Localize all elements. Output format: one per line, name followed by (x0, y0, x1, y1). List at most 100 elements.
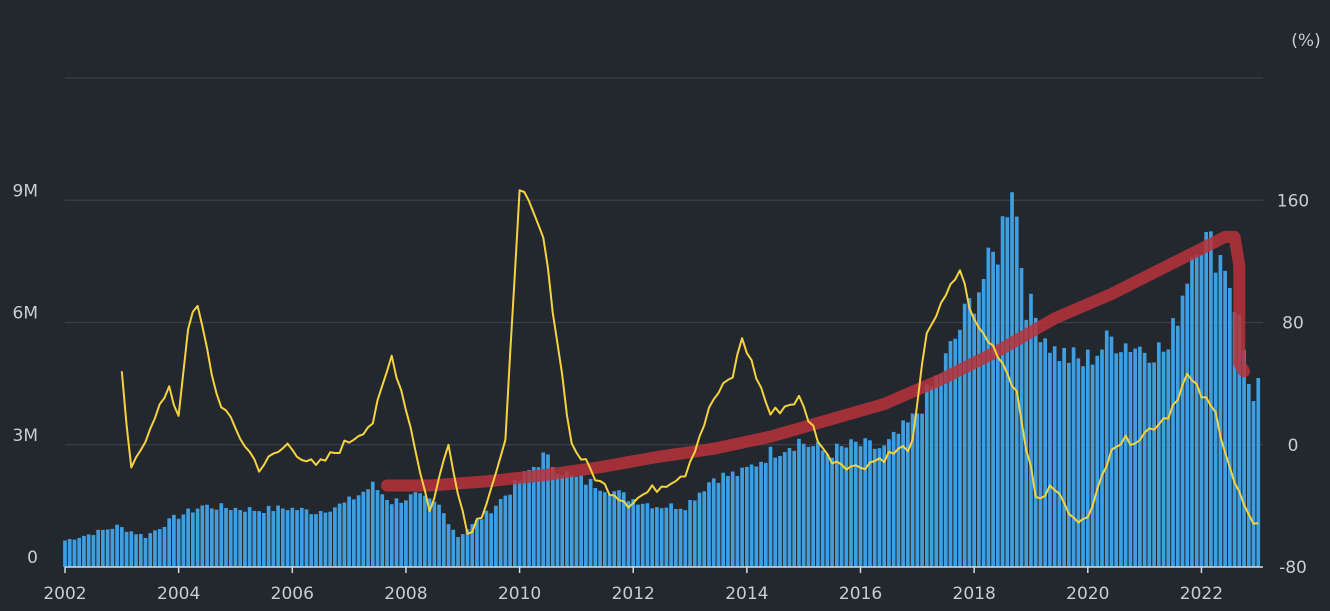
bar (958, 329, 962, 567)
bar (839, 446, 844, 567)
bar (735, 476, 740, 567)
bar (565, 471, 569, 567)
bar (531, 466, 536, 567)
bar (607, 494, 612, 567)
bar (1081, 366, 1085, 567)
bar (219, 503, 224, 567)
bar (602, 492, 607, 567)
bar (280, 508, 285, 567)
bar (1228, 287, 1232, 567)
bar (977, 292, 981, 567)
bar (991, 251, 995, 568)
bar (655, 507, 659, 567)
bar (181, 514, 186, 567)
bar (1062, 347, 1066, 567)
bar (816, 442, 820, 567)
bar (67, 539, 72, 567)
bar (1133, 348, 1137, 567)
bar (375, 490, 380, 567)
bar (924, 384, 929, 567)
bar (1242, 349, 1246, 567)
bar (96, 529, 100, 567)
bar (72, 539, 77, 567)
bar (1095, 355, 1100, 567)
bar (1067, 362, 1071, 567)
bar (1166, 349, 1171, 567)
bar (238, 509, 243, 567)
bar (536, 467, 541, 567)
bar (105, 529, 110, 567)
bar (115, 524, 119, 567)
bar (172, 514, 176, 567)
bar (1085, 349, 1090, 567)
bar (503, 495, 508, 567)
bar (588, 478, 593, 567)
bar (186, 508, 190, 567)
bar (214, 509, 219, 567)
bar (209, 508, 214, 567)
bar (252, 510, 257, 567)
bar (333, 507, 337, 567)
bar (882, 445, 887, 567)
bar (323, 512, 328, 567)
bar (1251, 401, 1256, 567)
bar (465, 529, 470, 567)
x-tick-label: 2010 (498, 584, 541, 604)
bar (138, 533, 143, 567)
bar (1175, 325, 1180, 567)
bar (1119, 352, 1123, 567)
bar (262, 512, 266, 567)
bar (143, 537, 148, 567)
bar (527, 470, 531, 567)
bar (299, 507, 304, 567)
bar (167, 518, 172, 567)
bar (778, 455, 782, 567)
bar (853, 441, 858, 567)
right-axis-unit-label: (%) (1291, 31, 1320, 51)
bar (394, 498, 399, 567)
bar (1138, 346, 1142, 567)
bar (314, 514, 318, 567)
bar (456, 537, 460, 567)
bar (119, 527, 124, 567)
bar (1246, 384, 1251, 567)
bar (110, 528, 115, 567)
bar (830, 457, 834, 567)
bar (257, 511, 261, 567)
bar (385, 500, 389, 567)
bar (404, 500, 408, 567)
bar (995, 264, 1000, 567)
y-right-tick-label: 0 (1288, 436, 1299, 456)
bar (427, 498, 432, 567)
bar (678, 508, 683, 567)
axes: 2002 2004 2006 2008 2010 2012 2014 2016 2018 2020… (13, 181, 1310, 604)
bar (513, 479, 517, 567)
bar (962, 303, 967, 567)
bar (555, 473, 560, 567)
bar (782, 452, 787, 567)
bar (1161, 351, 1166, 567)
bar (328, 511, 333, 567)
bar (981, 279, 986, 567)
bar (574, 476, 579, 567)
bar (640, 503, 645, 567)
bar (967, 298, 972, 567)
bar (906, 422, 910, 567)
bar (247, 507, 252, 567)
bar (191, 512, 195, 567)
bar (716, 482, 721, 567)
bar (806, 446, 811, 567)
bar (129, 531, 134, 567)
bar (707, 482, 711, 567)
bar (650, 508, 655, 567)
bar (276, 505, 280, 567)
bar (763, 462, 768, 567)
bar (730, 471, 735, 567)
bar (877, 448, 882, 567)
bar (1076, 358, 1081, 567)
bar (243, 511, 247, 567)
bar (811, 446, 815, 567)
bar (863, 438, 868, 567)
bar (631, 499, 636, 567)
bar (688, 499, 692, 567)
